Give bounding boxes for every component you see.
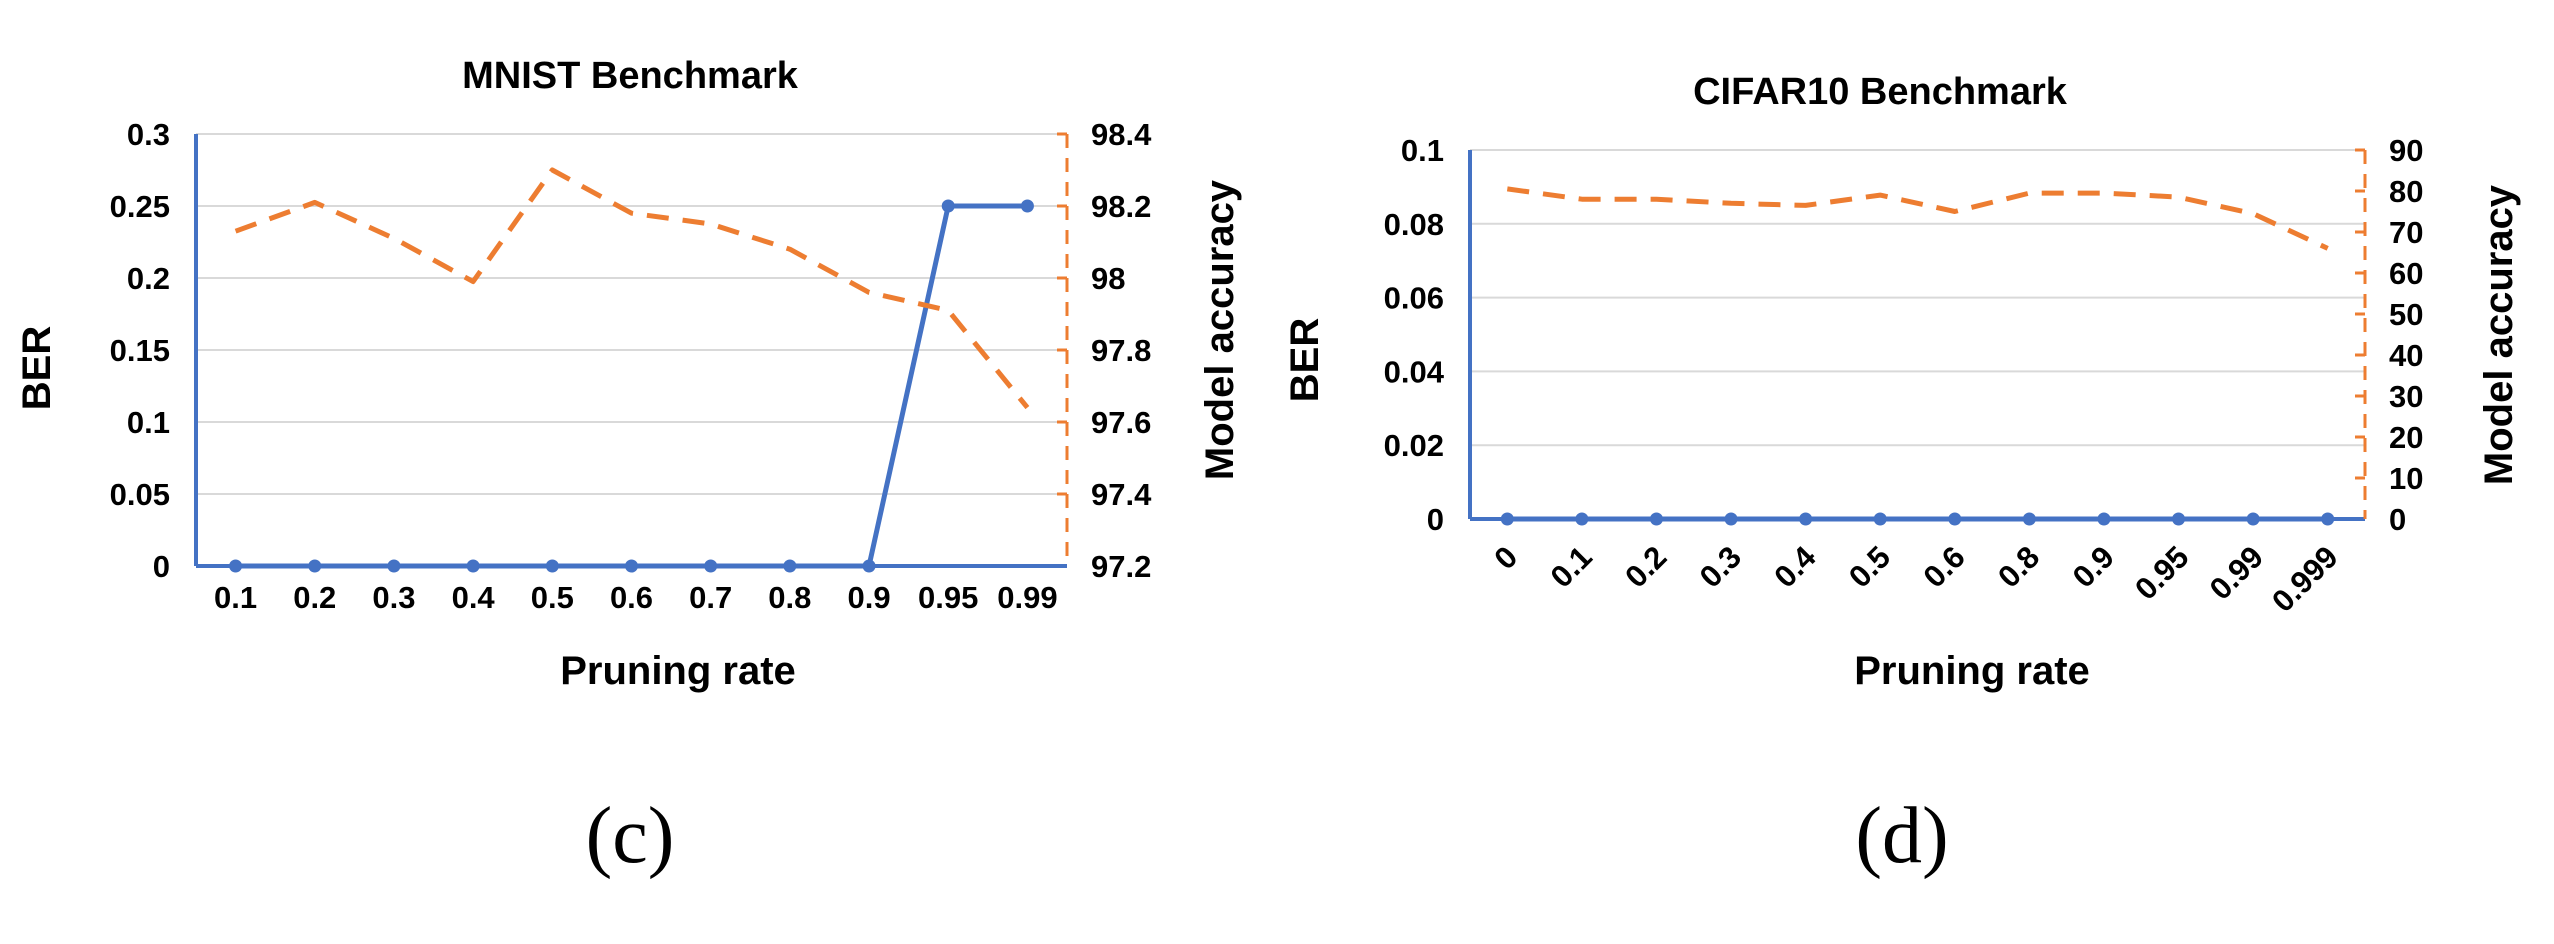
y-tick-label: 0.3 (127, 117, 170, 152)
x-tick-label: 0.9 (847, 580, 890, 615)
ber-point (2246, 512, 2260, 526)
y-tick-label: 0.06 (1384, 281, 1444, 316)
y-tick-label: 0 (1427, 502, 1444, 537)
y-tick-label-right: 0 (2389, 502, 2406, 537)
ber-point (545, 559, 559, 573)
gridlines (196, 133, 1067, 495)
y-tick-label-right: 50 (2389, 297, 2423, 332)
ber-point (2022, 512, 2036, 526)
ber-point (308, 559, 322, 573)
x-tick-label: 0.99 (997, 580, 1057, 615)
series (229, 167, 1034, 573)
ber-point (229, 559, 243, 573)
ber-point (1873, 512, 1887, 526)
y-tick-label-right: 97.8 (1091, 333, 1151, 368)
y-tick-label: 0 (153, 549, 170, 584)
y-axis-right-ticks: 97.2 97.4 97.6 97.8 98 98.2 98.4 (1057, 117, 1152, 584)
ber-point (1649, 512, 1663, 526)
y-tick-label: 0.02 (1384, 428, 1444, 463)
ber-point (1575, 512, 1589, 526)
x-axis-title: Pruning rate (1854, 649, 2090, 693)
gridlines (1470, 149, 2365, 447)
y-tick-label-right: 60 (2389, 256, 2423, 291)
y-tick-label-right: 90 (2389, 133, 2423, 168)
x-tick-label: 0.1 (214, 580, 257, 615)
y-tick-label-right: 80 (2389, 174, 2423, 209)
x-axis-ticks: 0.1 0.2 0.3 0.4 0.5 0.6 0.7 0.8 0.9 0.95 0.99 (214, 580, 1058, 615)
ber-point (625, 559, 638, 573)
y-tick-label-right: 30 (2389, 379, 2423, 414)
y-axis-right-title: Model accuracy (1198, 179, 1242, 480)
y-tick-label-right: 20 (2389, 420, 2423, 455)
series (1500, 186, 2335, 526)
y-tick-label: 0.25 (110, 189, 170, 224)
x-tick-label: 0.4 (452, 580, 496, 615)
x-tick-label: 0.5 (531, 580, 574, 615)
ber-point (783, 559, 797, 573)
y-tick-label-right: 97.2 (1091, 549, 1151, 584)
x-axis-title: Pruning rate (560, 649, 796, 693)
y-tick-label-right: 97.6 (1091, 405, 1151, 440)
x-tick-label: 0.2 (293, 580, 336, 615)
ber-point (466, 559, 480, 573)
mnist-benchmark-chart: MNIST Benchmark 0 0.05 0.1 0.15 0.2 0.25 0.3 9… (15, 55, 1242, 880)
ber-point (2172, 512, 2186, 526)
cifar10-benchmark-chart: CIFAR10 Benchmark 0 0.02 0.04 0.06 0.08 0.1 0… (1283, 71, 2521, 880)
y-tick-label-right: 98.4 (1091, 117, 1152, 152)
y-tick-label: 0.08 (1384, 207, 1444, 242)
y-tick-label: 0.15 (110, 333, 170, 368)
ber-point (1724, 512, 1738, 526)
y-tick-label-right: 10 (2389, 461, 2423, 496)
ber-point (941, 199, 955, 213)
x-tick-label: 0.7 (689, 580, 732, 615)
ber-point (1500, 512, 1514, 526)
y-tick-label-right: 40 (2389, 338, 2423, 373)
x-tick-label: 0.95 (918, 580, 978, 615)
x-tick-label: 0.6 (610, 580, 653, 615)
accuracy-series-line (1506, 186, 2329, 251)
chart-title: CIFAR10 Benchmark (1693, 71, 2068, 113)
y-tick-label-right: 97.4 (1091, 477, 1152, 512)
ber-point (2097, 512, 2111, 526)
subfigure-label: (c) (586, 792, 675, 880)
x-tick-label: 0.8 (768, 580, 811, 615)
chart-title: MNIST Benchmark (462, 55, 799, 97)
y-axis-left-title: BER (1283, 318, 1327, 403)
y-tick-label-right: 70 (2389, 215, 2423, 250)
accuracy-series-line (234, 167, 1030, 410)
y-tick-label: 0.04 (1384, 354, 1445, 389)
y-axis-left-title: BER (15, 326, 59, 411)
ber-point (387, 559, 401, 573)
x-tick-label: 0.3 (372, 580, 415, 615)
ber-point (1799, 512, 1813, 526)
ber-point (1020, 199, 1034, 213)
y-axis-right-title: Model accuracy (2477, 184, 2521, 485)
y-axis-left-ticks: 0 0.02 0.04 0.06 0.08 0.1 (1384, 133, 1445, 537)
y-tick-label-right: 98.2 (1091, 189, 1151, 224)
ber-point (2321, 512, 2335, 526)
y-axis-left-ticks: 0 0.05 0.1 0.15 0.2 0.25 0.3 (110, 117, 170, 584)
y-tick-label: 0.1 (1401, 133, 1444, 168)
ber-point (1948, 512, 1962, 526)
subfigure-label: (d) (1855, 792, 1948, 880)
y-tick-label: 0.2 (127, 261, 170, 296)
ber-point (704, 559, 718, 573)
y-axis-right-ticks: 0 10 20 30 40 50 60 70 80 90 (2355, 133, 2423, 537)
ber-point (862, 559, 876, 573)
y-tick-label-right: 98 (1091, 261, 1125, 296)
y-tick-label: 0.05 (110, 477, 170, 512)
y-tick-label: 0.1 (127, 405, 170, 440)
